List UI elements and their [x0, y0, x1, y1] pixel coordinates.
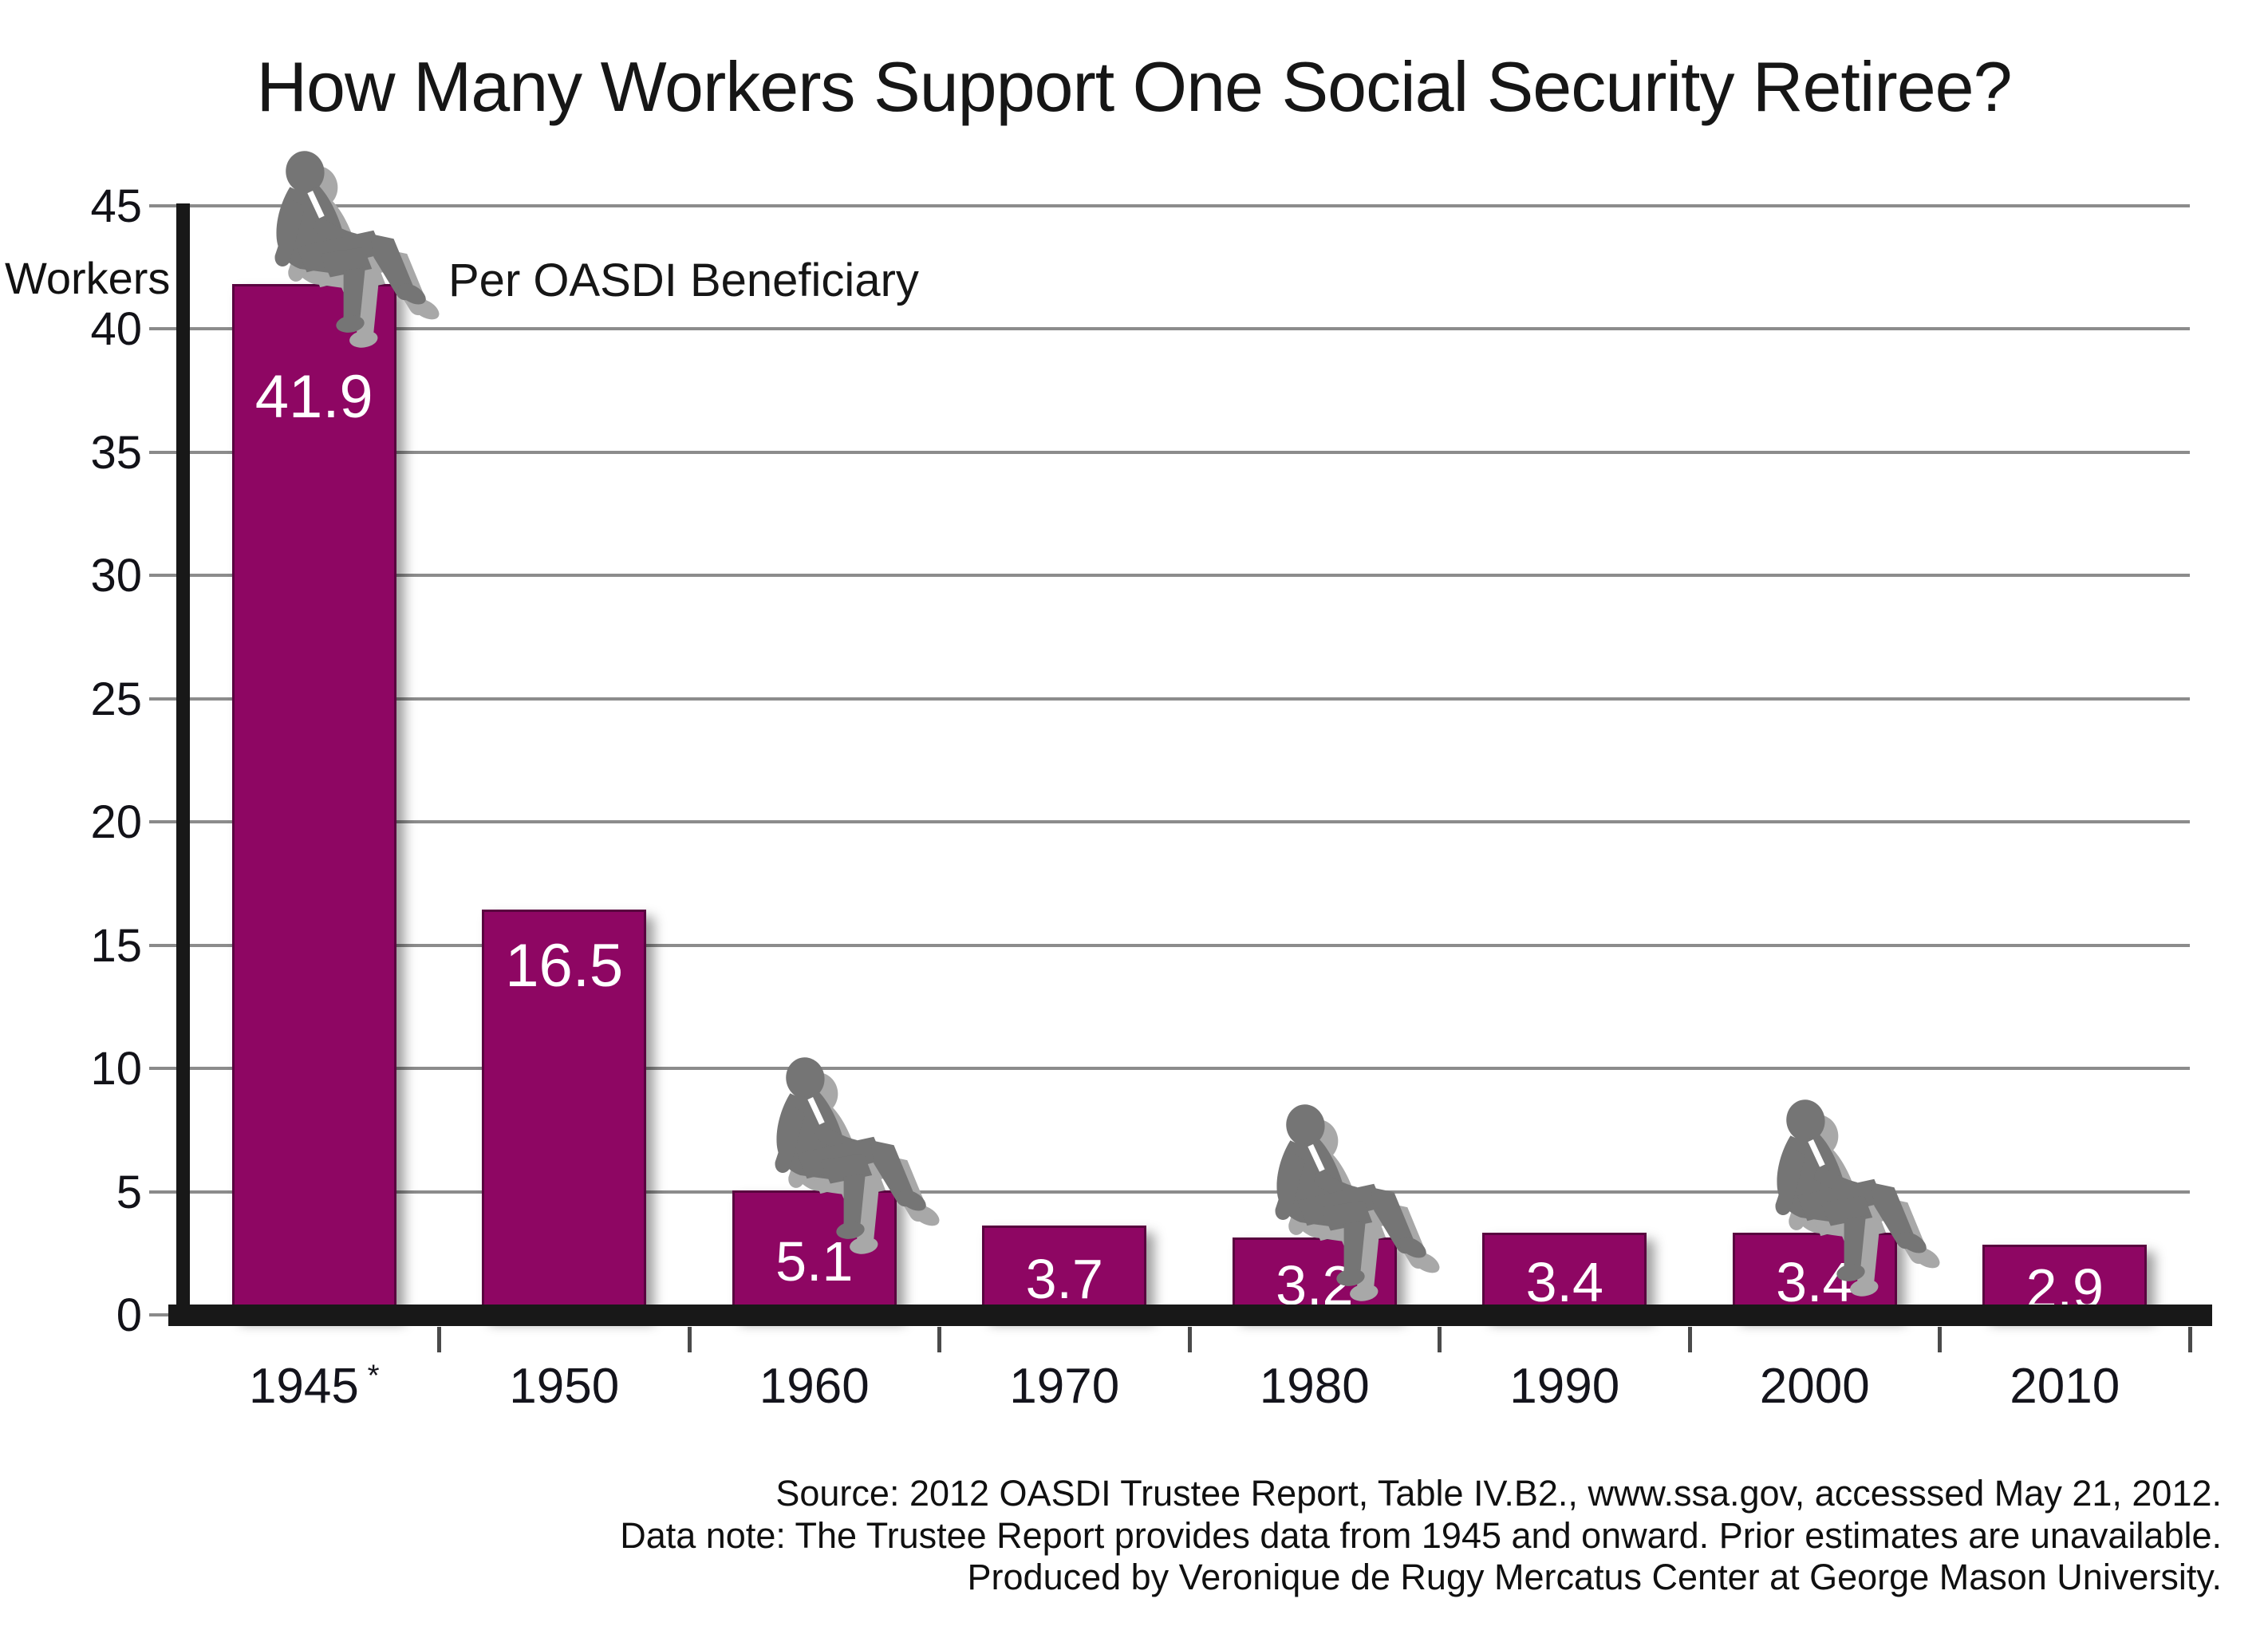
year-text: 2000 [1759, 1359, 1870, 1414]
y-tick-label-45: 45 [90, 180, 142, 232]
y-axis-line [176, 203, 190, 1317]
year-text: 1970 [1009, 1359, 1120, 1414]
chart-title: How Many Workers Support One Social Secu… [256, 47, 2012, 126]
asterisk-note: * [358, 1358, 380, 1393]
x-axis-label-1945: 1945 * [189, 1358, 440, 1415]
gridline-40 [189, 327, 2190, 331]
y-tick-label-0: 0 [116, 1289, 142, 1341]
bar-value-label-2000: 3.4 [1776, 1251, 1854, 1314]
chart-subtitle-annotation: Per OASDI Beneficiary [448, 255, 919, 306]
year-text: 1950 [509, 1359, 620, 1414]
y-tick-label-25: 25 [90, 673, 142, 725]
x-axis-baseline [168, 1305, 2212, 1326]
y-axis-title: Workers [5, 253, 171, 303]
bar-1990: 3.4 [1482, 1232, 1647, 1316]
sitting-person-figure-1945 [250, 147, 451, 360]
x-axis-tick-5 [1438, 1327, 1442, 1352]
y-axis-tick-0 [149, 1313, 178, 1316]
x-axis-label-1950: 1950 [440, 1358, 690, 1415]
source-note: Source: 2012 OASDI Trustee Report, Table… [620, 1473, 2222, 1599]
bar-1970: 3.7 [982, 1225, 1147, 1316]
gridline-30 [189, 574, 2190, 578]
x-axis-label-1990: 1990 [1440, 1358, 1690, 1415]
gridline-45 [189, 204, 2190, 207]
gridline-10 [189, 1067, 2190, 1071]
y-tick-label-5: 5 [116, 1166, 142, 1218]
bar-value-label-1950: 16.5 [505, 932, 624, 1001]
y-axis-tick-35 [149, 450, 178, 454]
x-axis-label-1970: 1970 [940, 1358, 1190, 1415]
gridline-35 [189, 450, 2190, 454]
data-note-line: Data note: The Trustee Report provides d… [620, 1514, 2222, 1556]
year-text: 1980 [1259, 1359, 1370, 1414]
x-axis-tick-3 [937, 1327, 941, 1352]
y-axis-tick-40 [149, 327, 178, 331]
x-axis-tick-8 [2187, 1327, 2192, 1352]
y-axis-tick-25 [149, 697, 178, 701]
x-axis-label-2000: 2000 [1690, 1358, 1940, 1415]
bar-value-label-1970: 3.7 [1025, 1247, 1103, 1310]
y-axis-tick-20 [149, 820, 178, 824]
sitting-person-icon [1775, 1099, 1940, 1297]
sitting-person-figure-2000 [1750, 1095, 1951, 1309]
y-axis-tick-45 [149, 204, 178, 207]
y-tick-label-20: 20 [90, 796, 142, 849]
x-axis-label-1960: 1960 [689, 1358, 940, 1415]
bar-value-label-1960: 5.1 [775, 1230, 854, 1293]
year-text: 1960 [759, 1359, 870, 1414]
sitting-person-icon [1275, 1104, 1440, 1301]
x-axis-tick-1 [437, 1327, 441, 1352]
x-axis-label-1980: 1980 [1189, 1358, 1440, 1415]
sitting-person-icon [274, 151, 440, 348]
bar-1950: 16.5 [482, 910, 647, 1316]
y-tick-label-10: 10 [90, 1043, 142, 1095]
y-tick-label-30: 30 [90, 550, 142, 602]
x-axis-tick-6 [1687, 1327, 1692, 1352]
sitting-person-figure-1960 [750, 1053, 951, 1266]
y-axis-tick-15 [149, 943, 178, 947]
bar-value-label-1945: 41.9 [254, 362, 373, 431]
source-line: Source: 2012 OASDI Trustee Report, Table… [775, 1473, 2222, 1514]
gridline-20 [189, 820, 2190, 824]
y-tick-label-40: 40 [90, 303, 142, 356]
bar-1945: 41.9 [231, 283, 396, 1316]
x-axis-label-2010: 2010 [1940, 1358, 2191, 1415]
y-tick-label-15: 15 [90, 919, 142, 972]
plot-area: 41.9 16.5 5.1 3.7 3.2 3.4 3.4 2.9 [149, 151, 2212, 1352]
bar-value-label-1990: 3.4 [1525, 1251, 1603, 1314]
gridline-5 [189, 1190, 2190, 1194]
y-axis-tick-10 [149, 1067, 178, 1071]
x-axis-tick-7 [1938, 1327, 1942, 1352]
sitting-person-figure-1980 [1250, 1100, 1451, 1313]
y-axis-tick-5 [149, 1190, 178, 1194]
credit-line: Produced by Veronique de Rugy Mercatus C… [967, 1557, 2222, 1598]
y-tick-label-35: 35 [90, 426, 142, 479]
gridline-15 [189, 943, 2190, 947]
year-text: 1945 [248, 1359, 359, 1414]
y-axis-tick-30 [149, 574, 178, 578]
x-axis-tick-4 [1187, 1327, 1192, 1352]
gridline-25 [189, 697, 2190, 701]
year-text: 1990 [1509, 1359, 1620, 1414]
sitting-person-icon [775, 1057, 940, 1255]
year-text: 2010 [2010, 1359, 2120, 1414]
x-axis-tick-2 [687, 1327, 692, 1352]
